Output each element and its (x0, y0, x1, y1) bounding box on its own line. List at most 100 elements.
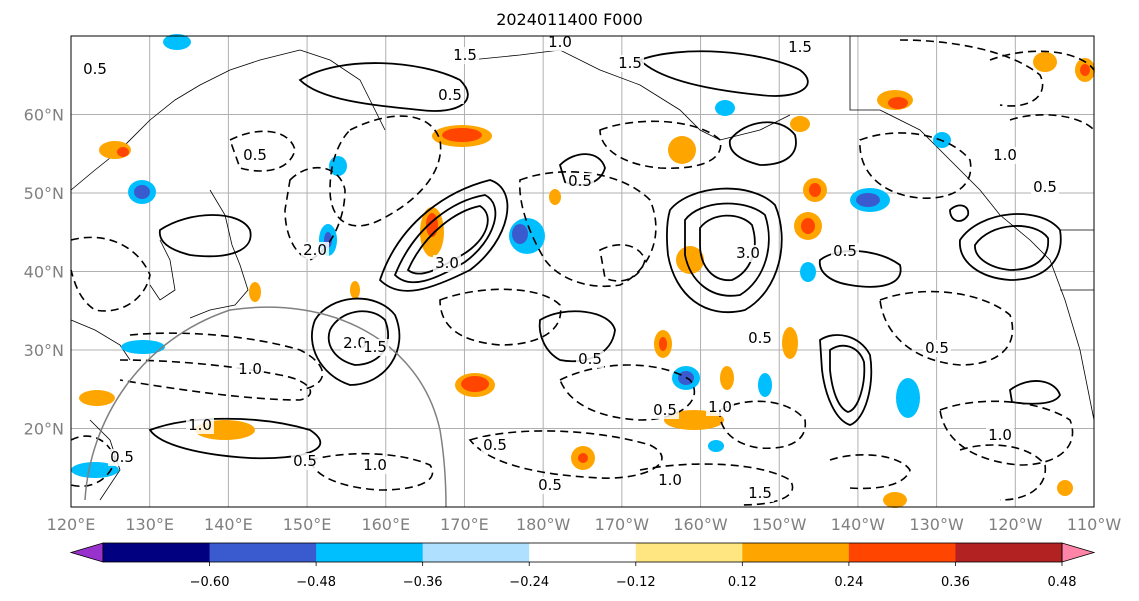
contours-dashed (70, 39, 1095, 506)
colorbar-extend-high (1061, 542, 1096, 563)
contour-label: 0.5 (483, 436, 507, 454)
contour-label-bg (566, 173, 594, 190)
contour-label-bg (361, 339, 389, 356)
contour-label: 1.0 (708, 398, 732, 416)
lon-tick-label: 110°W (1067, 515, 1122, 534)
colorbar-segment (742, 543, 850, 562)
colorbar-extend-low (69, 542, 104, 563)
contour-label-bg (546, 34, 574, 51)
contour-label: 3.0 (435, 254, 459, 272)
contour-label-bg (433, 255, 461, 272)
contour-label: 1.5 (363, 338, 387, 356)
lon-tick-label: 170°E (440, 515, 489, 534)
map-frame (70, 35, 1095, 508)
contour-label-bg (986, 427, 1014, 444)
lat-tick-label: 40°N (24, 263, 64, 282)
contour-label: 0.5 (833, 242, 857, 260)
colorbar-tick-label: −0.24 (509, 575, 549, 590)
contour-label: 0.5 (293, 452, 317, 470)
contour-label: 0.5 (1033, 178, 1057, 196)
contour-label-bg (923, 340, 951, 357)
colorbar-tick-labels: −0.60 −0.48 −0.36 −0.24 −0.12 0.12 0.24 0.36 0.4… (190, 562, 1077, 590)
lon-tick-label: 120°E (47, 515, 96, 534)
lat-tick-label: 30°N (24, 341, 64, 360)
colorbar-segment (955, 543, 1063, 562)
latitude-labels: 60°N 50°N 40°N 30°N 20°N (24, 106, 64, 439)
contour-label-bg (241, 147, 269, 164)
lon-tick-label: 130°W (909, 515, 964, 534)
contour-label: 1.0 (238, 360, 262, 378)
contour-label-bg (536, 477, 564, 494)
colorbar-tick-label: −0.36 (403, 575, 443, 590)
contour-label: 0.5 (568, 172, 592, 190)
contour-label: 1.0 (188, 416, 212, 434)
contour-label-bg (361, 457, 389, 474)
colorbar-tick-label: 0.12 (728, 575, 757, 590)
lon-tick-label: 150°E (283, 515, 332, 534)
contour-label: 1.0 (993, 146, 1017, 164)
contour-label-bg (436, 87, 464, 104)
longitude-labels: 120°E 130°E 140°E 150°E 160°E 170°E 180°W 170°W… (47, 515, 1122, 534)
lat-tick-label: 50°N (24, 184, 64, 203)
contour-label: 0.5 (243, 146, 267, 164)
colorbar-segment (529, 543, 637, 562)
lat-tick-label: 60°N (24, 106, 64, 125)
map-area: 0.51.51.0 1.50.50.51.52.03.00.50.51.03.01… (70, 33, 1095, 508)
coastlines (70, 36, 1095, 501)
contour-label-bg (656, 472, 684, 489)
colorbar (69, 542, 1096, 563)
colorbar-segment (848, 543, 956, 562)
range-arc (84, 306, 447, 508)
colorbar-tick-label: −0.12 (616, 575, 656, 590)
contour-label: 2.0 (303, 241, 327, 259)
contour-label-bg (301, 242, 329, 259)
contour-label-bg (1031, 179, 1059, 196)
contour-label: 0.5 (748, 329, 772, 347)
lon-tick-label: 140°E (204, 515, 253, 534)
colorbar-segment (316, 543, 424, 562)
contour-label: 0.5 (538, 476, 562, 494)
contour-label: 0.5 (83, 60, 107, 78)
lon-tick-label: 130°E (125, 515, 174, 534)
contour-label: 0.5 (578, 350, 602, 368)
colorbar-segment (103, 543, 211, 562)
colorbar-tick-label: −0.60 (190, 575, 230, 590)
contour-label-bg (746, 330, 774, 347)
lon-tick-label: 180°W (516, 515, 571, 534)
lon-tick-label: 140°W (831, 515, 886, 534)
contour-label-bg (991, 147, 1019, 164)
lon-tick-label: 160°E (361, 515, 410, 534)
colorbar-tick-label: 0.24 (834, 575, 863, 590)
contour-label: 3.0 (736, 244, 760, 262)
anomaly-shading (71, 34, 1095, 508)
lat-tick-label: 20°N (24, 420, 64, 439)
contour-label-bg (186, 417, 214, 434)
colorbar-tick-label: 0.48 (1048, 575, 1077, 590)
contour-label-bg (291, 453, 319, 470)
contour-labels: 0.51.51.0 1.50.50.51.52.03.00.50.51.03.01… (81, 33, 1059, 502)
contour-label-bg (616, 55, 644, 72)
lon-tick-label: 120°W (988, 515, 1043, 534)
contour-label-bg (451, 47, 479, 64)
contour-label: 1.5 (748, 484, 772, 502)
contour-label: 0.5 (438, 86, 462, 104)
contour-label-bg (81, 61, 109, 78)
contour-label-bg (651, 402, 679, 419)
contour-label: 1.0 (363, 456, 387, 474)
contour-label-bg (576, 351, 604, 368)
contour-label: 2.0 (343, 334, 367, 352)
contour-label: 1.5 (618, 54, 642, 72)
contour-label: 0.5 (110, 448, 134, 466)
colorbar-segment (422, 543, 530, 562)
lon-tick-label: 150°W (752, 515, 807, 534)
colorbar-segment (635, 543, 743, 562)
contour-label-bg (786, 39, 814, 56)
contour-label-bg (734, 245, 762, 262)
lon-tick-label: 170°W (595, 515, 650, 534)
contour-label-bg (481, 437, 509, 454)
contour-label-bg (706, 399, 734, 416)
contour-label-bg (236, 361, 264, 378)
colorbar-segment (209, 543, 317, 562)
contour-label: 1.5 (453, 46, 477, 64)
